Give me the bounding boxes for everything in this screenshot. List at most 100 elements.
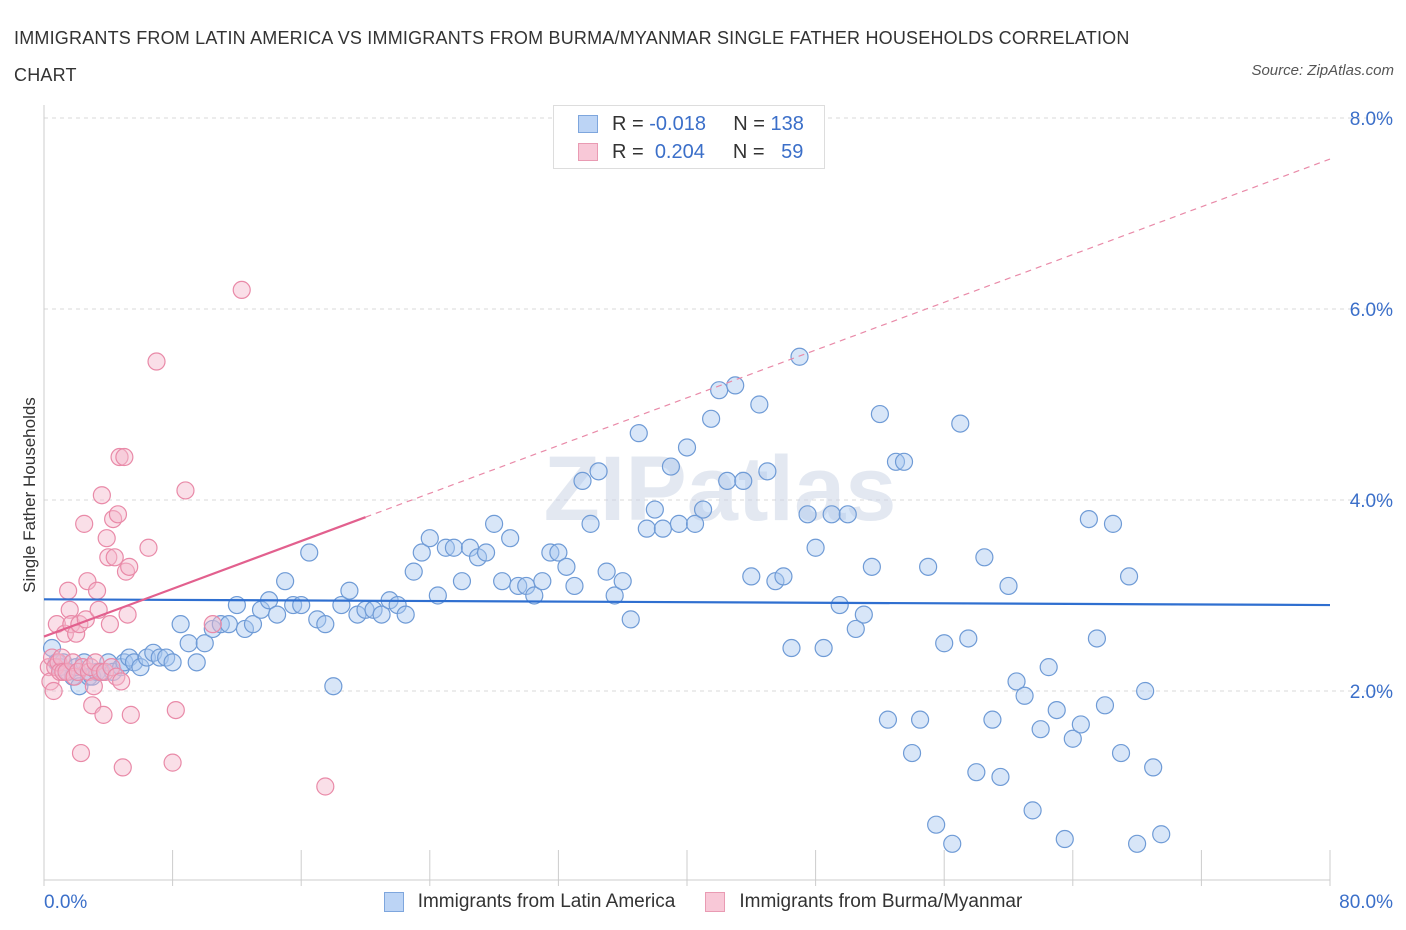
point-latin-america [878, 710, 898, 729]
point-latin-america [910, 710, 930, 729]
legend-r-value: 0.204 [654, 140, 705, 163]
point-latin-america [951, 414, 970, 433]
point-latin-america [1039, 658, 1058, 677]
point-latin-america [485, 514, 504, 533]
point-latin-america [195, 634, 214, 653]
point-latin-america [983, 710, 1002, 729]
point-latin-america [557, 557, 576, 576]
point-burma [102, 658, 121, 677]
point-latin-america [267, 605, 287, 624]
legend-row-burma: R = 0.204 N = 59 [578, 140, 803, 164]
legend-r-value: -0.018 [649, 112, 706, 135]
point-latin-america [919, 557, 938, 576]
point-latin-america [870, 404, 890, 424]
point-burma [52, 648, 71, 667]
point-latin-america [637, 519, 656, 538]
point-latin-america [452, 572, 472, 591]
legend-r-label: R = [612, 112, 644, 135]
legend-item-latin-america: Immigrants from Latin America [383, 891, 675, 913]
point-latin-america [814, 638, 833, 658]
point-latin-america [476, 543, 496, 562]
point-latin-america [493, 572, 512, 591]
point-burma [99, 548, 118, 567]
point-burma [59, 581, 78, 600]
trend-lines [43, 158, 1331, 638]
point-latin-america [742, 567, 761, 586]
point-latin-america [428, 586, 447, 605]
point-burma [163, 753, 182, 772]
point-latin-america [854, 605, 873, 624]
point-latin-america [597, 562, 616, 581]
point-latin-america [179, 634, 198, 653]
point-latin-america [790, 347, 809, 366]
point-latin-america [565, 576, 584, 596]
point-latin-america [1152, 825, 1171, 844]
legend-swatch-pink [705, 892, 726, 912]
source-label: Source: ZipAtlas.com [1251, 62, 1394, 79]
point-latin-america [1047, 700, 1066, 720]
point-latin-america [420, 529, 439, 548]
point-latin-america [324, 677, 343, 696]
point-latin-america [943, 834, 962, 853]
point-latin-america [187, 653, 206, 672]
point-latin-america [846, 619, 865, 639]
point-latin-america [1023, 801, 1042, 820]
y-tick-label: 4.0% [1350, 491, 1393, 512]
point-latin-america [734, 471, 753, 490]
point-latin-america [999, 576, 1018, 596]
legend-swatch-blue [383, 892, 404, 912]
point-burma [105, 548, 124, 567]
point-burma [203, 615, 222, 634]
point-burma [139, 538, 158, 557]
point-latin-america [822, 505, 841, 524]
point-latin-america [685, 514, 705, 533]
point-burma [121, 705, 140, 724]
point-latin-america [629, 424, 648, 443]
point-latin-america [300, 543, 319, 562]
point-latin-america [219, 615, 238, 634]
point-latin-america [581, 514, 600, 533]
point-latin-america [830, 595, 849, 615]
point-latin-america [163, 653, 182, 672]
point-latin-america [171, 615, 190, 634]
stats-legend: R = -0.018 N = 138 R = 0.204 N = 59 [553, 105, 825, 169]
point-latin-america [693, 500, 713, 519]
point-latin-america [372, 605, 391, 624]
watermark: ZIPatlas [544, 438, 897, 540]
point-latin-america [404, 562, 423, 581]
point-latin-america [276, 572, 295, 591]
point-latin-america [1119, 567, 1139, 586]
point-latin-america [798, 505, 817, 524]
point-burma [87, 581, 107, 600]
point-burma [100, 615, 120, 634]
point-latin-america [573, 471, 592, 490]
point-latin-america [589, 462, 608, 481]
point-latin-america [669, 514, 689, 533]
point-latin-america [549, 543, 568, 562]
point-latin-america [927, 815, 946, 834]
point-latin-america [862, 557, 881, 576]
point-burma [71, 743, 91, 763]
point-latin-america [702, 409, 721, 428]
point-burma [78, 572, 97, 591]
point-latin-america [902, 743, 922, 763]
legend-r-label: R = [612, 140, 644, 163]
point-burma [39, 658, 58, 677]
point-latin-america [991, 767, 1010, 787]
point-latin-america [1031, 720, 1050, 739]
legend-swatch-pink [578, 143, 598, 161]
point-latin-america [70, 677, 89, 696]
point-burma [166, 700, 185, 720]
point-latin-america [1015, 686, 1034, 705]
point-latin-america [1095, 696, 1115, 715]
point-latin-america [340, 581, 359, 600]
point-latin-america [243, 615, 263, 634]
point-burma [41, 672, 60, 691]
point-burma [316, 777, 335, 796]
legend-n-value: 138 [770, 112, 804, 135]
x-tick-label: 0.0% [44, 892, 87, 913]
point-latin-america [1087, 629, 1107, 648]
x-tick-label: 80.0% [1339, 892, 1393, 913]
point-latin-america [525, 586, 544, 605]
legend-n-label: N = [733, 112, 765, 135]
